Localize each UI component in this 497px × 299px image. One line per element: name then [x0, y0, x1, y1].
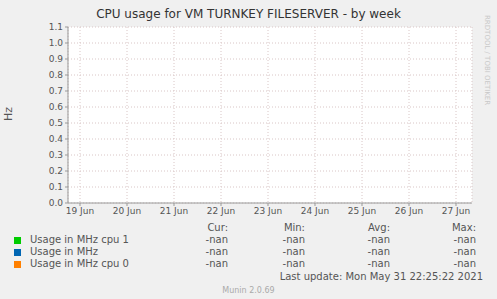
svg-text:22 Jun: 22 Jun [207, 206, 235, 216]
svg-text:24 Jun: 24 Jun [301, 206, 329, 216]
svg-text:19 Jun: 19 Jun [66, 206, 94, 216]
svg-text:0.1: 0.1 [49, 182, 63, 192]
svg-text:23 Jun: 23 Jun [254, 206, 282, 216]
html-text:-nan: -nan [205, 234, 228, 245]
html-text:RRDTOOL / TOBI OETIKER: RRDTOOL / TOBI OETIKER [483, 15, 491, 106]
svg-text:0.2: 0.2 [49, 166, 63, 176]
html-text:Usage in MHz cpu 1: Usage in MHz cpu 1 [30, 234, 129, 245]
html-text:-nan: -nan [282, 234, 305, 245]
html-text:-nan: -nan [282, 246, 305, 257]
svg-text:0.6: 0.6 [49, 102, 64, 112]
svg-text:0.7: 0.7 [49, 86, 63, 96]
html-text:-nan: -nan [453, 258, 476, 269]
svg-text:26 Jun: 26 Jun [395, 206, 423, 216]
svg-text:0.3: 0.3 [49, 150, 63, 160]
svg-text:20 Jun: 20 Jun [113, 206, 141, 216]
html-text:-nan: -nan [453, 246, 476, 257]
svg-text:0.8: 0.8 [49, 70, 64, 80]
svg-text:1.0: 1.0 [49, 38, 64, 48]
html-text:Max:: Max: [452, 222, 476, 233]
html-text:Munin 2.0.69: Munin 2.0.69 [222, 286, 275, 295]
html-text:Avg:: Avg: [368, 222, 390, 233]
html-text:Min:: Min: [283, 222, 305, 233]
html-text:-nan: -nan [367, 258, 390, 269]
svg-text:1.1: 1.1 [49, 22, 63, 32]
svg-text:27 Jun: 27 Jun [442, 206, 470, 216]
svg-text:0.5: 0.5 [49, 118, 63, 128]
svg-text:25 Jun: 25 Jun [348, 206, 376, 216]
html-text:Usage in MHz: Usage in MHz [30, 246, 98, 257]
html-text:CPU usage for VM TURNKEY FILES: CPU usage for VM TURNKEY FILESERVER - by… [96, 7, 401, 21]
html-text:Hz: Hz [2, 107, 15, 121]
svg-text:21 Jun: 21 Jun [160, 206, 188, 216]
html-text:Cur:: Cur: [207, 222, 228, 233]
svg-text:0.0: 0.0 [49, 198, 64, 208]
svg-text:0.9: 0.9 [49, 54, 64, 64]
html-text:Last update: Mon May 31 22:25:: Last update: Mon May 31 22:25:22 2021 [279, 271, 483, 282]
html-text:-nan: -nan [205, 246, 228, 257]
html-text:-nan: -nan [453, 234, 476, 245]
html-text:-nan: -nan [367, 246, 390, 257]
html-text:-nan: -nan [282, 258, 305, 269]
html-text:-nan: -nan [205, 258, 228, 269]
svg-text:0.4: 0.4 [49, 134, 64, 144]
html-text:Usage in MHz cpu 0: Usage in MHz cpu 0 [30, 258, 129, 269]
html-text:-nan: -nan [367, 234, 390, 245]
